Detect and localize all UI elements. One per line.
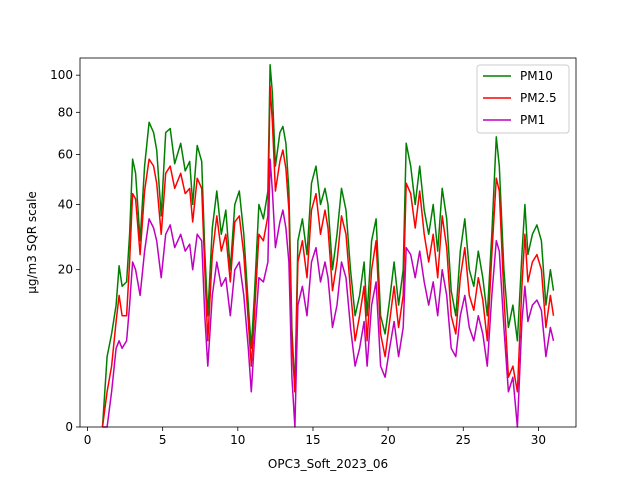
y-tick-label: 20 [58,263,73,277]
x-tick-label: 0 [84,433,92,447]
legend-label: PM10 [520,69,553,83]
x-tick-label: 5 [159,433,167,447]
x-tick-label: 30 [531,433,546,447]
y-axis-label: µg/m3 SQR scale [25,191,39,294]
x-tick-label: 25 [456,433,471,447]
y-tick-label: 60 [58,147,73,161]
y-tick-label: 0 [65,420,73,434]
plot-lines [101,64,555,428]
x-tick-label: 15 [305,433,320,447]
x-tick-label: 10 [230,433,245,447]
legend-label: PM2.5 [520,91,557,105]
plot-frame [79,57,577,428]
series-line-pm25 [101,85,555,428]
x-axis: 0 5 10 15 20 25 30 [84,427,546,447]
y-tick-label: 100 [50,68,73,82]
legend-label: PM1 [520,113,545,127]
series-line-pm10 [101,64,555,428]
x-axis-label: OPC3_Soft_2023_06 [268,457,388,471]
y-axis: 0 20 40 60 80 100 [50,68,80,434]
series-line-pm1 [102,158,555,428]
y-tick-label: 80 [58,105,73,119]
legend: PM10 PM2.5 PM1 [476,64,570,134]
x-tick-label: 20 [380,433,395,447]
y-tick-label: 40 [58,197,73,211]
legend-box [476,64,570,134]
